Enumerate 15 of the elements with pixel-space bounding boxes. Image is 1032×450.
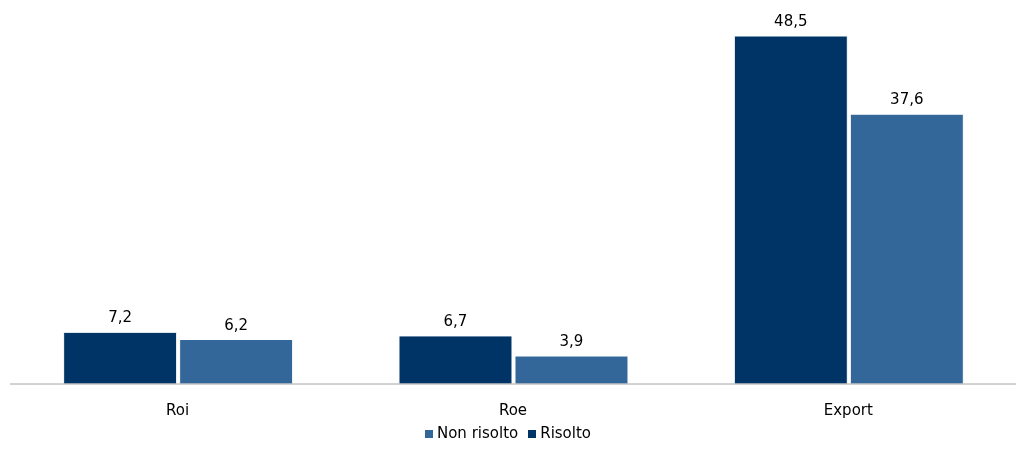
legend-label: Non risolto: [436, 424, 519, 442]
data-label: 48,5: [774, 12, 808, 30]
data-label: 6,2: [224, 315, 249, 334]
data-label: 7,2: [108, 308, 133, 327]
data-label: 3,9: [559, 332, 584, 351]
bar: [849, 113, 964, 385]
bar: [179, 339, 294, 385]
bar: [733, 35, 848, 385]
data-label: 6,7: [443, 311, 468, 330]
x-tick-label: Export: [823, 400, 873, 419]
data-label: 37,6: [890, 90, 924, 109]
legend-label: Risolto: [540, 424, 592, 442]
x-tick-label: Roe: [498, 400, 528, 419]
x-tick-label: Roi: [166, 400, 190, 419]
bar: [63, 331, 178, 385]
